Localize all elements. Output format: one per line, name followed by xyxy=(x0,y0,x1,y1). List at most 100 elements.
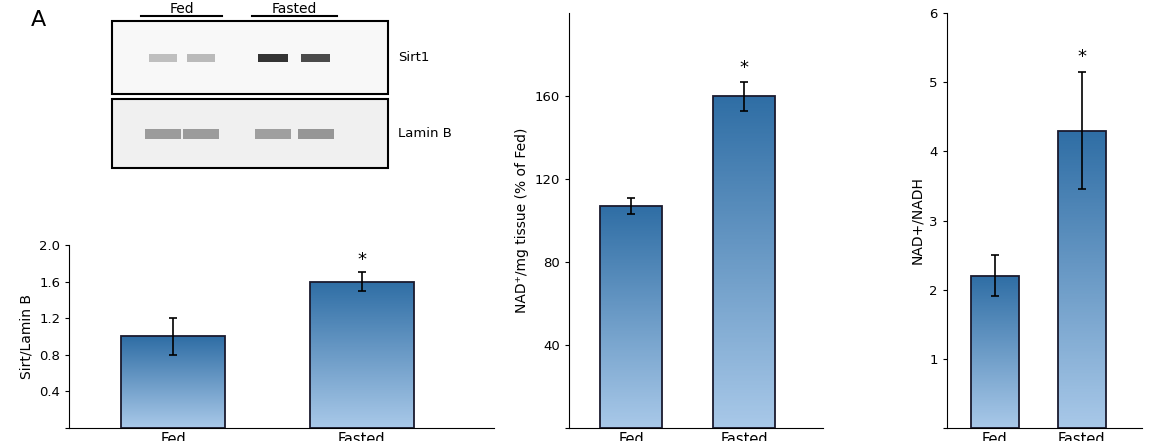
Bar xyxy=(971,282,1019,283)
Bar xyxy=(713,383,775,385)
Bar xyxy=(713,260,775,262)
Bar xyxy=(971,309,1019,310)
Bar xyxy=(1058,227,1106,229)
Bar xyxy=(600,234,662,235)
Bar xyxy=(310,359,414,360)
Bar xyxy=(600,393,662,395)
Bar xyxy=(713,363,775,365)
Bar xyxy=(600,297,662,298)
Bar xyxy=(310,414,414,415)
Bar xyxy=(310,342,414,343)
Bar xyxy=(971,381,1019,382)
Bar xyxy=(600,367,662,368)
Bar xyxy=(310,355,414,356)
Bar xyxy=(971,325,1019,326)
Bar xyxy=(600,314,662,315)
Bar xyxy=(121,406,225,407)
Bar xyxy=(1058,299,1106,300)
Bar xyxy=(713,282,775,284)
Bar xyxy=(600,251,662,253)
Bar xyxy=(600,301,662,303)
Bar xyxy=(713,171,775,172)
Bar xyxy=(310,373,414,374)
Bar xyxy=(713,142,775,144)
Bar xyxy=(600,246,662,247)
Bar xyxy=(713,390,775,391)
Bar xyxy=(600,371,662,372)
Bar xyxy=(121,390,225,391)
Bar xyxy=(1058,318,1106,319)
Bar xyxy=(600,321,662,322)
Bar xyxy=(310,370,414,371)
Bar xyxy=(713,181,775,183)
Bar xyxy=(971,366,1019,367)
Bar xyxy=(1058,330,1106,331)
Bar xyxy=(600,358,662,359)
Bar xyxy=(121,344,225,345)
Bar xyxy=(713,237,775,239)
Bar xyxy=(713,164,775,166)
Bar xyxy=(1058,292,1106,294)
Bar xyxy=(310,284,414,285)
Bar xyxy=(971,287,1019,288)
Bar xyxy=(310,328,414,329)
Bar xyxy=(1058,401,1106,403)
Bar xyxy=(713,214,775,216)
Bar xyxy=(713,325,775,327)
Bar xyxy=(713,229,775,231)
Bar xyxy=(144,129,181,138)
Bar xyxy=(1058,309,1106,310)
Bar xyxy=(1058,352,1106,354)
Bar xyxy=(121,400,225,401)
Bar xyxy=(713,225,775,227)
Bar xyxy=(310,399,414,400)
Bar xyxy=(600,214,662,215)
Bar xyxy=(1058,243,1106,245)
Bar xyxy=(257,54,288,62)
Bar xyxy=(600,267,662,268)
Bar xyxy=(971,372,1019,373)
Bar xyxy=(713,335,775,336)
Bar xyxy=(600,396,662,397)
Bar xyxy=(600,423,662,424)
Bar xyxy=(1058,410,1106,411)
Bar xyxy=(1058,388,1106,389)
Bar xyxy=(713,106,775,108)
Bar xyxy=(310,353,414,354)
Bar xyxy=(1058,279,1106,281)
Bar xyxy=(713,290,775,292)
Bar xyxy=(713,153,775,154)
Bar xyxy=(310,308,414,309)
Bar xyxy=(600,283,662,284)
Bar xyxy=(971,361,1019,362)
Bar xyxy=(713,114,775,116)
Bar xyxy=(971,336,1019,337)
Bar xyxy=(121,387,225,388)
Bar xyxy=(600,370,662,371)
Bar xyxy=(713,403,775,404)
Bar xyxy=(121,343,225,344)
Bar xyxy=(600,254,662,255)
Bar xyxy=(121,388,225,389)
Bar xyxy=(1058,193,1106,194)
Bar xyxy=(1058,374,1106,376)
Bar xyxy=(121,410,225,411)
Bar xyxy=(971,383,1019,384)
Bar xyxy=(1058,179,1106,181)
Bar xyxy=(600,265,662,266)
Text: *: * xyxy=(740,60,749,78)
Bar xyxy=(971,335,1019,336)
Bar xyxy=(971,299,1019,300)
Bar xyxy=(1058,405,1106,407)
Bar xyxy=(713,265,775,267)
Bar xyxy=(713,343,775,345)
Bar xyxy=(600,208,662,209)
Bar xyxy=(1058,322,1106,324)
Bar xyxy=(1058,184,1106,186)
Bar xyxy=(971,397,1019,398)
Bar xyxy=(600,219,662,220)
Bar xyxy=(713,341,775,343)
Bar xyxy=(1058,142,1106,144)
Bar xyxy=(121,419,225,420)
Bar xyxy=(310,417,414,418)
